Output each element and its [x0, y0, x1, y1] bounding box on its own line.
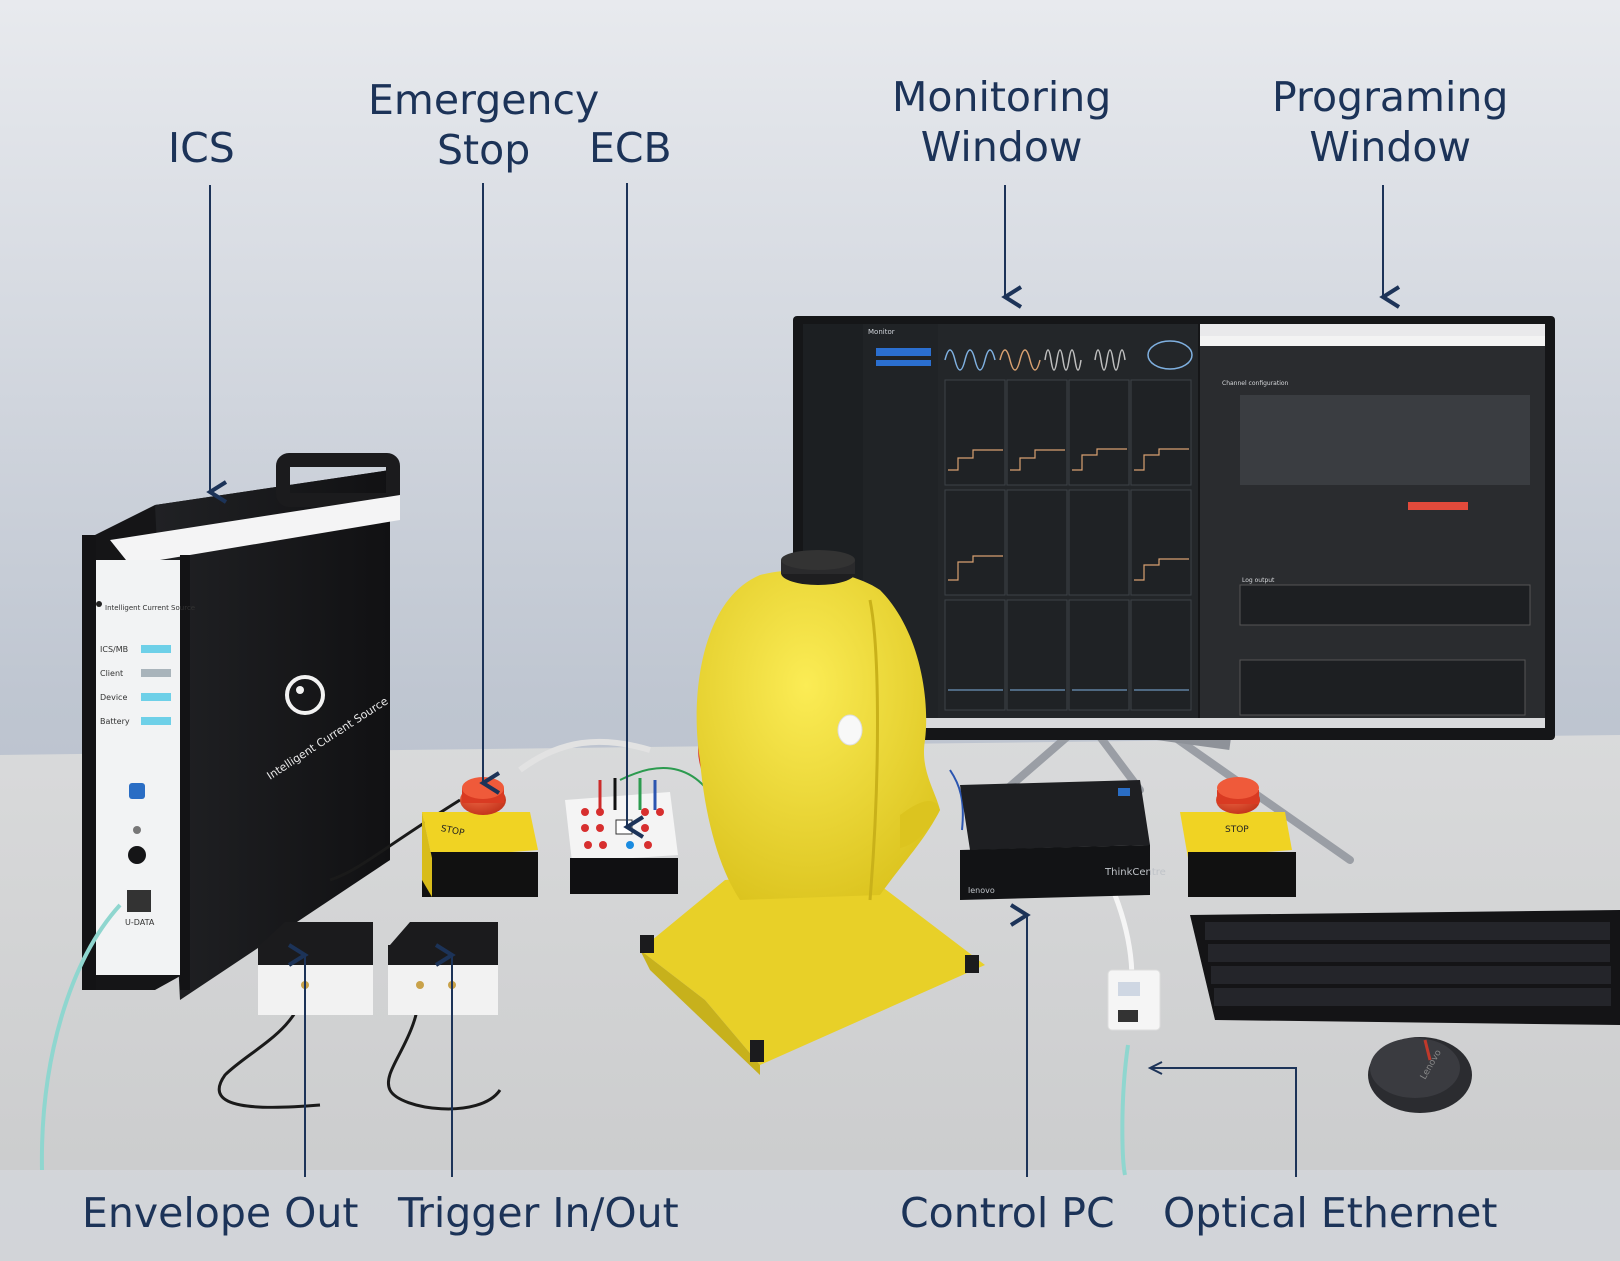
label-monitoring-window: Monitoring Window: [892, 72, 1111, 172]
pc-brand: ThinkCentre: [1104, 867, 1166, 878]
indicator-label-battery: Battery: [100, 717, 130, 726]
label-optical-ethernet-text: Optical Ethernet: [1163, 1189, 1498, 1237]
ics-device: Intelligent Current Source ICS/MB Client…: [82, 453, 400, 1000]
label-trigger-text: Trigger In/Out: [398, 1189, 679, 1237]
ics-side-logo-icon: [285, 675, 325, 715]
ics-front-panel: [92, 560, 184, 975]
port-label: U-DATA: [125, 918, 155, 927]
label-control-pc-text: Control PC: [900, 1189, 1115, 1237]
label-trigger: Trigger In/Out: [398, 1188, 679, 1238]
monitor-panel-title: Monitor: [868, 328, 895, 336]
log-output-title: Log output: [1242, 577, 1275, 584]
indicator-leds: [141, 645, 171, 725]
indicator-label-client: Client: [100, 669, 123, 678]
status-led: [133, 826, 141, 834]
label-emergency-stop-line1: Emergency: [368, 76, 600, 124]
label-band: [0, 1170, 1620, 1261]
power-button[interactable]: [128, 846, 146, 864]
trigger-box: [388, 922, 498, 1015]
label-optical-ethernet: Optical Ethernet: [1163, 1188, 1497, 1238]
channel-config-title: Channel configuration: [1222, 380, 1289, 387]
label-programing-line1: Programing: [1272, 73, 1509, 121]
indicator-label-device: Device: [100, 693, 127, 702]
label-ics: ICS: [168, 123, 235, 173]
ics-logo-icon: [96, 601, 102, 607]
optical-adapter: [1107, 969, 1161, 1031]
label-emergency-stop-line2: Stop: [437, 126, 531, 174]
label-envelope-out-text: Envelope Out: [82, 1189, 359, 1237]
label-envelope-out: Envelope Out: [82, 1188, 358, 1238]
pc-vendor: lenovo: [968, 886, 995, 895]
label-monitoring-line1: Monitoring: [892, 73, 1112, 121]
envelope-out-box: [258, 922, 373, 1015]
label-emergency-stop: Emergency Stop: [368, 75, 599, 175]
label-ecb-text: ECB: [589, 124, 672, 172]
emergency-stop-left[interactable]: STOP: [422, 777, 538, 897]
arrow-optical-ethernet: [1152, 1067, 1297, 1177]
electrode: [837, 714, 863, 746]
phantom-head: [640, 550, 985, 1075]
waveform-strip: [944, 340, 1193, 371]
label-ecb: ECB: [589, 123, 672, 173]
emergency-stop-right[interactable]: STOP: [1180, 777, 1296, 897]
data-port: [127, 890, 151, 912]
ecb-box: [565, 778, 678, 894]
label-monitoring-line2: Window: [920, 123, 1083, 171]
plot-grid: [944, 379, 1192, 711]
programming-screen: [1200, 324, 1545, 718]
label-ics-text: ICS: [168, 124, 235, 172]
mouse: Lenovo: [1368, 1037, 1472, 1113]
bluetooth-icon: [129, 783, 145, 799]
indicator-label-icsmb: ICS/MB: [100, 645, 128, 654]
label-programing-line2: Window: [1309, 123, 1472, 171]
label-control-pc: Control PC: [900, 1188, 1115, 1238]
control-pc: ThinkCentre lenovo: [960, 780, 1166, 900]
label-programing-window: Programing Window: [1272, 72, 1508, 172]
estop-left-text: STOP: [440, 824, 466, 839]
keyboard: [1190, 910, 1620, 1025]
ics-brand-small: Intelligent Current Source: [105, 604, 195, 612]
callout-arrows: [206, 183, 1401, 1177]
monitor: Monitor: [793, 316, 1555, 864]
estop-right-text: STOP: [1225, 825, 1249, 835]
